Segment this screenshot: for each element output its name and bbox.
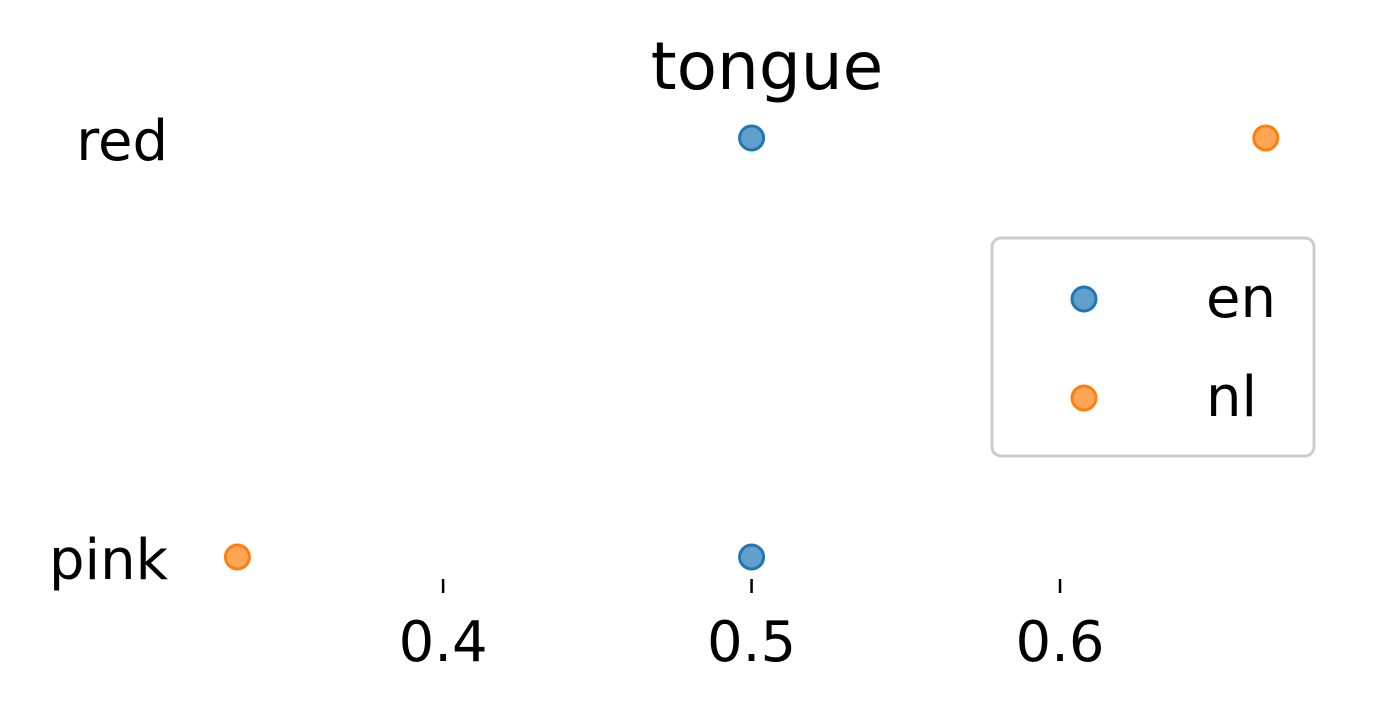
point-en-red bbox=[740, 126, 764, 150]
point-nl-pink bbox=[225, 545, 249, 569]
point-en-pink bbox=[740, 545, 764, 569]
point-nl-red bbox=[1254, 126, 1278, 150]
category-label-pink: pink bbox=[49, 528, 169, 593]
legend-marker-en bbox=[1072, 287, 1096, 311]
legend-label-en: en bbox=[1206, 266, 1276, 331]
x-axis: 0.4 0.5 0.6 bbox=[399, 579, 1105, 675]
x-tick-label-0.6: 0.6 bbox=[1016, 610, 1105, 675]
category-labels: red pink bbox=[49, 109, 169, 593]
x-tick-label-0.4: 0.4 bbox=[399, 610, 488, 675]
chart-title: tongue bbox=[651, 28, 883, 105]
category-label-red: red bbox=[76, 109, 168, 174]
legend-label-nl: nl bbox=[1206, 365, 1257, 430]
x-tick-label-0.5: 0.5 bbox=[707, 610, 796, 675]
legend: en nl bbox=[992, 238, 1314, 456]
legend-marker-nl bbox=[1072, 386, 1096, 410]
